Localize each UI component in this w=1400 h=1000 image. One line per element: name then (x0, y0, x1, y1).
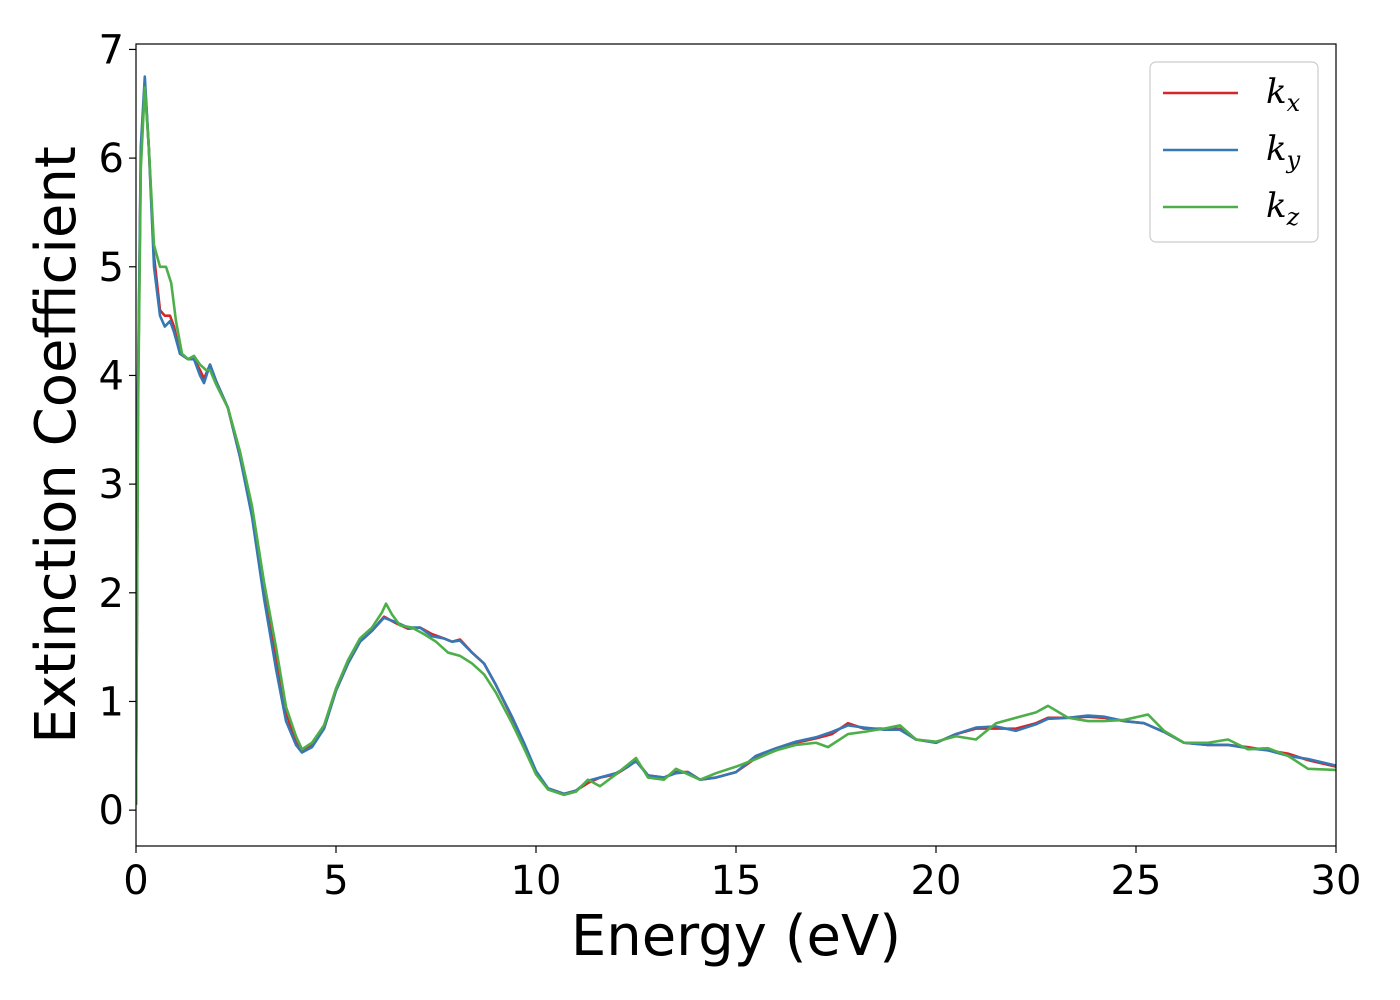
x-tick-label: 10 (511, 858, 562, 904)
legend-label: ky (1266, 129, 1301, 174)
x-tick-label: 5 (323, 858, 348, 904)
y-tick-label: 7 (99, 27, 124, 73)
series-line-kz (136, 86, 1336, 805)
y-tick-label: 6 (99, 136, 124, 182)
x-tick-label: 20 (911, 858, 962, 904)
x-tick-label: 30 (1311, 858, 1362, 904)
legend: kx ky kz (1149, 61, 1319, 243)
x-axis-ticks: 0 5 10 15 20 25 30 (123, 846, 1361, 904)
y-tick-label: 4 (99, 353, 124, 399)
y-tick-label: 0 (99, 788, 124, 834)
y-axis-label: Extinction Coefficient (24, 146, 89, 744)
x-axis-label: Energy (eV) (571, 904, 901, 969)
y-axis-ticks: 0 1 2 3 4 5 6 7 (99, 27, 136, 834)
x-tick-label: 15 (711, 858, 762, 904)
y-tick-label: 5 (99, 245, 124, 291)
legend-box (1149, 61, 1319, 243)
legend-label: kz (1266, 186, 1300, 231)
y-tick-label: 2 (99, 571, 124, 617)
y-tick-label: 1 (99, 679, 124, 725)
y-tick-label: 3 (99, 462, 124, 508)
x-tick-label: 25 (1111, 858, 1162, 904)
x-tick-label: 0 (123, 858, 148, 904)
series-lines (136, 75, 1336, 805)
legend-label: kx (1266, 72, 1301, 117)
